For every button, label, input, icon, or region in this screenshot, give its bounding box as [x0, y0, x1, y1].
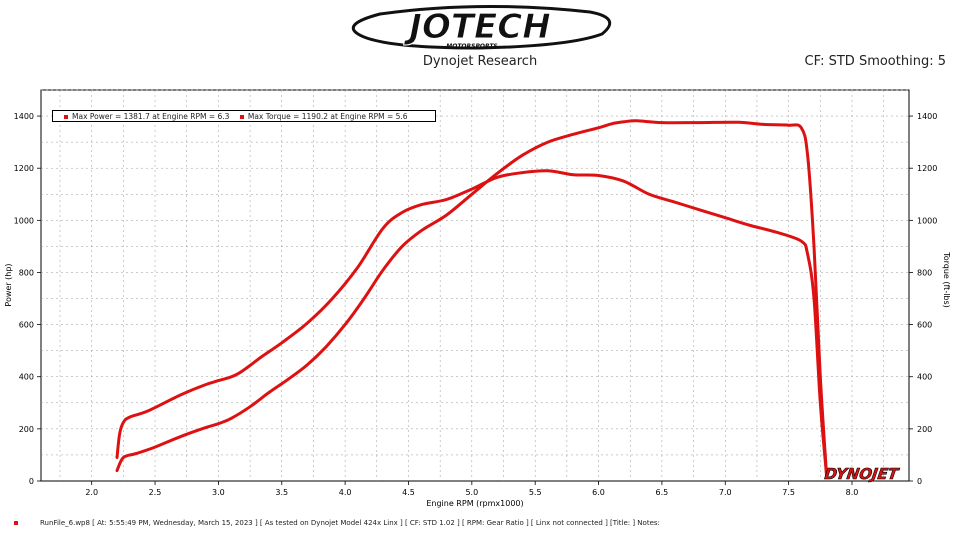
- x-axis-ticks: 2.0 2.5 3.0 3.5 4.0 4.5 5.0 5.5 6.0 6.5 7.0 7.5 8.0: [85, 481, 858, 497]
- correction-factor-text: CF: STD Smoothing: 5: [804, 54, 946, 69]
- x-tick-label: 5.0: [465, 488, 478, 497]
- y2-axis-label: Torque (ft-lbs): [942, 251, 951, 308]
- y-axis-ticks: 0 200 400 600 800 1000 1200 1400: [14, 112, 41, 486]
- grid-lines: [41, 89, 909, 481]
- y-axis-label: Power (hp): [4, 263, 13, 306]
- x-tick-label: 3.0: [212, 488, 225, 497]
- y-tick-label: 1400: [14, 112, 34, 121]
- x-tick-label: 4.0: [339, 488, 352, 497]
- y2-tick-label: 600: [917, 321, 932, 330]
- x-tick-label: 7.5: [782, 488, 795, 497]
- series-line-torque: [115, 169, 829, 478]
- y2-tick-label: 1400: [917, 112, 937, 121]
- y2-tick-label: 200: [917, 425, 932, 434]
- y2-axis-ticks: 0 200 400 600 800 1000 1200 1400: [909, 112, 937, 486]
- y2-tick-label: 0: [917, 477, 922, 486]
- x-tick-label: 4.5: [402, 488, 415, 497]
- legend-torque: Max Torque = 1190.2 at Engine RPM = 5.6: [247, 112, 408, 121]
- footer-marker: [14, 521, 18, 525]
- x-axis-label: Engine RPM (rpmx1000): [426, 499, 523, 508]
- x-tick-label: 6.5: [656, 488, 669, 497]
- x-tick-label: 3.5: [275, 488, 288, 497]
- x-tick-label: 2.0: [85, 488, 98, 497]
- y-tick-label: 0: [29, 477, 34, 486]
- footer-text: RunFile_6.wp8 [ At: 5:55:49 PM, Wednesda…: [40, 519, 660, 527]
- logo-text: JOTECH: [403, 7, 550, 47]
- legend: Max Power = 1381.7 at Engine RPM = 6.3 M…: [52, 110, 436, 122]
- legend-torque-swatch: [239, 115, 244, 119]
- x-tick-label: 7.0: [719, 488, 732, 497]
- x-tick-label: 8.0: [846, 488, 859, 497]
- plot-area: [40, 89, 910, 482]
- legend-power: Max Power = 1381.7 at Engine RPM = 6.3: [72, 112, 230, 121]
- y-tick-label: 600: [19, 321, 34, 330]
- y-tick-label: 1200: [14, 164, 34, 173]
- y2-tick-label: 1200: [917, 164, 937, 173]
- jotech-logo: JOTECH MOTORSPORTS: [340, 4, 620, 52]
- x-tick-label: 2.5: [149, 488, 162, 497]
- y-tick-label: 200: [19, 425, 34, 434]
- y2-tick-label: 400: [917, 373, 932, 382]
- logo-subtext: MOTORSPORTS: [446, 43, 497, 50]
- dynojet-logo: DYNOJET: [823, 465, 901, 483]
- y2-tick-label: 1000: [917, 216, 937, 225]
- series-line-power: [115, 119, 829, 478]
- y-tick-label: 1000: [14, 216, 34, 225]
- y-tick-label: 400: [19, 373, 34, 382]
- x-tick-label: 5.5: [529, 488, 542, 497]
- chart-subtitle: Dynojet Research: [422, 54, 538, 69]
- series-lines: [115, 119, 829, 478]
- y2-tick-label: 800: [917, 268, 932, 277]
- y-tick-label: 800: [19, 268, 34, 277]
- legend-power-swatch: [64, 115, 68, 119]
- x-tick-label: 6.0: [592, 488, 605, 497]
- run-info-footer: RunFile_6.wp8 [ At: 5:55:49 PM, Wednesda…: [14, 519, 660, 527]
